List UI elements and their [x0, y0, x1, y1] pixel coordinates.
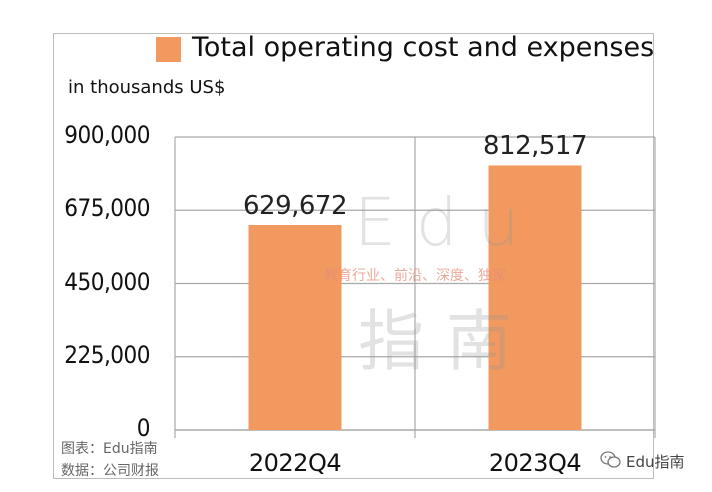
- y-tick-label: 0: [136, 414, 151, 442]
- legend-label: Total operating cost and expenses: [192, 32, 655, 63]
- y-tick-label: 675,000: [64, 194, 150, 223]
- source-data-from: 数据：公司财报: [61, 463, 159, 479]
- bar-2023Q4: [488, 165, 582, 430]
- y-tick-label: 900,000: [64, 121, 150, 149]
- y-axis-unit-label: in thousands US$: [68, 77, 226, 98]
- watermark-edu: Edu: [354, 184, 540, 261]
- watermark-cn: 指南: [358, 303, 534, 380]
- wechat-icon: [600, 451, 621, 468]
- y-tick-label: 450,000: [64, 267, 150, 296]
- bar-2022Q4: [248, 225, 342, 430]
- x-tick-label: 2022Q4: [248, 449, 342, 477]
- data-label: 629,672: [242, 191, 348, 221]
- brand-label: Edu指南: [626, 453, 685, 471]
- legend-swatch: [156, 37, 181, 62]
- watermark-tagline: 教育行业、前沿、深度、独家: [324, 268, 506, 284]
- y-tick-label: 225,000: [64, 340, 150, 369]
- chart-frame: [53, 33, 654, 479]
- data-label: 812,517: [482, 131, 588, 162]
- x-tick-label: 2023Q4: [488, 449, 582, 477]
- source-chart-by: 图表：Edu指南: [61, 441, 158, 457]
